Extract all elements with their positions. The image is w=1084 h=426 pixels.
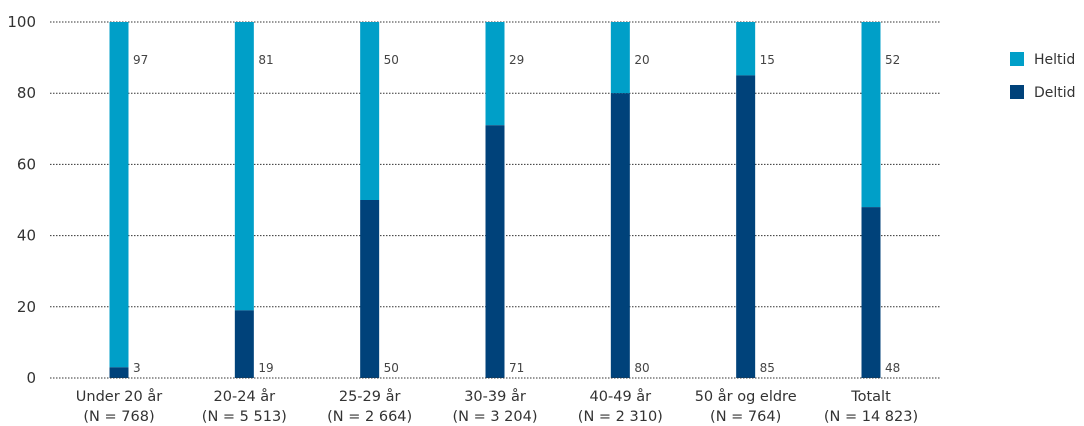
data-label-heltid: 50 — [384, 53, 399, 67]
data-label-deltid: 50 — [384, 361, 399, 375]
data-label-deltid: 71 — [509, 361, 524, 375]
bar-heltid — [109, 22, 129, 368]
bar-deltid — [736, 75, 756, 379]
x-tick-label: (N = 3 204) — [452, 409, 537, 425]
data-label-deltid: 85 — [760, 361, 775, 375]
x-tick-label: Totalt — [850, 389, 891, 405]
x-tick-label: 40-49 år — [590, 388, 652, 405]
bar-deltid — [610, 93, 630, 378]
legend: Heltid Deltid — [1010, 52, 1076, 101]
data-labels: 97 3 81 19 50 50 29 71 20 80 15 85 52 48 — [133, 53, 900, 375]
y-tick-label: 80 — [17, 84, 36, 102]
y-tick-label: 0 — [26, 369, 36, 387]
data-label-heltid: 52 — [885, 53, 900, 67]
x-tick-label: (N = 768) — [83, 409, 154, 425]
y-axis: 0 20 40 60 80 100 — [7, 13, 36, 387]
bar-heltid — [861, 22, 881, 208]
x-tick-label: 20-24 år — [214, 388, 276, 405]
legend-label-deltid: Deltid — [1034, 85, 1076, 101]
x-tick-label: 25-29 år — [339, 388, 401, 405]
legend-label-heltid: Heltid — [1034, 52, 1075, 68]
y-tick-label: 20 — [17, 298, 36, 316]
data-label-deltid: 19 — [258, 361, 273, 375]
legend-swatch-heltid — [1010, 52, 1024, 66]
data-label-heltid: 20 — [634, 53, 649, 67]
data-label-heltid: 29 — [509, 53, 524, 67]
y-tick-label: 60 — [17, 155, 36, 173]
data-label-deltid: 48 — [885, 361, 900, 375]
x-tick-label: (N = 764) — [710, 409, 781, 425]
bar-heltid — [736, 22, 756, 76]
bar-deltid — [485, 125, 505, 379]
bar-deltid — [234, 310, 254, 378]
data-label-heltid: 15 — [760, 53, 775, 67]
y-tick-label: 40 — [17, 227, 36, 245]
bars — [109, 22, 881, 379]
x-tick-label: 50 år og eldre — [695, 388, 797, 405]
data-label-deltid: 3 — [133, 361, 141, 375]
bar-heltid — [610, 22, 630, 94]
bar-heltid — [360, 22, 380, 200]
x-tick-label: (N = 5 513) — [202, 409, 287, 425]
y-tick-label: 100 — [7, 13, 36, 31]
bar-heltid — [234, 22, 254, 311]
x-tick-label: Under 20 år — [76, 388, 162, 405]
x-tick-label: 30-39 år — [464, 388, 526, 405]
bar-deltid — [109, 367, 129, 378]
data-label-heltid: 81 — [258, 53, 273, 67]
x-tick-label: (N = 2 664) — [327, 409, 412, 425]
x-axis: Under 20 år (N = 768) 20-24 år (N = 5 513) 2… — [50, 377, 940, 425]
legend-swatch-deltid — [1010, 85, 1024, 99]
x-tick-label: (N = 14 823) — [824, 409, 918, 425]
data-label-heltid: 97 — [133, 53, 148, 67]
bar-deltid — [360, 200, 380, 378]
bar-deltid — [861, 207, 881, 378]
bar-heltid — [485, 22, 505, 126]
x-tick-label: (N = 2 310) — [578, 409, 663, 425]
data-label-deltid: 80 — [634, 361, 649, 375]
